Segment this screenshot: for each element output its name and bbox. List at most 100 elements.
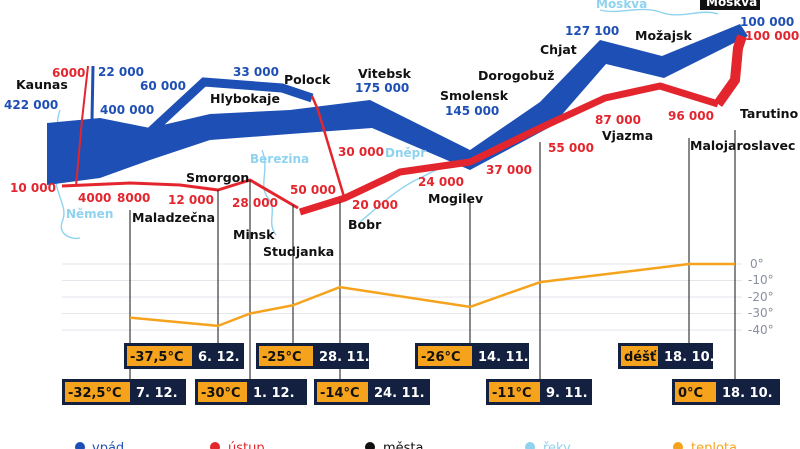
river-label-nemen: Němen bbox=[66, 207, 113, 221]
temp-badge-temp-bg bbox=[621, 346, 658, 366]
temp-badge-temp: -32,5°C bbox=[68, 386, 122, 401]
temp-badge-temp: -25°C bbox=[262, 350, 302, 365]
axis-label-30: -30° bbox=[748, 306, 774, 320]
advance-22000-branch bbox=[90, 65, 95, 121]
retreat-label-6000: 6000 bbox=[52, 66, 85, 80]
retreat-label-20000: 20 000 bbox=[352, 198, 398, 212]
city-hlybokaje: Hlybokaje bbox=[210, 91, 280, 106]
advance-north-branch bbox=[146, 77, 314, 136]
temp-badge-temp: -11°C bbox=[492, 386, 532, 401]
river-label-dnepr: Dněpr bbox=[385, 146, 426, 160]
city-bobr: Bobr bbox=[348, 217, 382, 232]
axis-label-10: -10° bbox=[748, 273, 774, 287]
city-vjazma: Vjazma bbox=[602, 128, 653, 143]
temp-badge-date: 24. 11. bbox=[374, 386, 425, 401]
temp-badge-temp-bg bbox=[127, 346, 192, 366]
legend-advance: vpád bbox=[92, 441, 124, 449]
river-berezina bbox=[261, 149, 277, 236]
retreat-label-12000: 12 000 bbox=[168, 193, 214, 207]
city-smolensk: Smolensk bbox=[440, 88, 509, 103]
moskva-badge-label: Moskva bbox=[706, 0, 757, 9]
retreat-final-line bbox=[713, 34, 747, 107]
city-mozajsk: Možajsk bbox=[635, 28, 692, 43]
temperature-axis: 0° -10° -20° -30° -40° bbox=[748, 257, 774, 337]
temp-badge-temp: 0°C bbox=[678, 386, 703, 401]
legend-cities: města bbox=[383, 441, 424, 449]
temp-badge-temp-bg bbox=[317, 382, 368, 402]
temp-badge-temp-bg bbox=[259, 346, 313, 366]
axis-label-20: -20° bbox=[748, 290, 774, 304]
advance-label-422000: 422 000 bbox=[4, 98, 58, 112]
retreat-bobr-branch bbox=[310, 95, 347, 201]
advance-label-127100: 127 100 bbox=[565, 24, 619, 38]
retreat-band bbox=[61, 34, 747, 216]
city-labels: Kaunas Hlybokaje Polock Vitebsk Smolensk… bbox=[16, 28, 799, 259]
city-malojaroslavec: Malojaroslavec bbox=[690, 138, 795, 153]
city-mogilev: Mogilev bbox=[428, 191, 483, 206]
river-labels: Němen Berezina Dněpr Moskva bbox=[66, 0, 647, 221]
advance-labels: 422 000 400 000 22 000 60 000 33 000 175… bbox=[4, 15, 794, 118]
retreat-kaunas-branch bbox=[75, 65, 89, 187]
moskva-badge-bg bbox=[700, 0, 760, 10]
advance-band bbox=[47, 24, 748, 185]
retreat-thick-line bbox=[298, 82, 720, 216]
city-kaunas: Kaunas bbox=[16, 77, 68, 92]
axis-label-0: 0° bbox=[750, 257, 764, 271]
temperature-line bbox=[129, 262, 735, 328]
advance-label-400000: 400 000 bbox=[100, 103, 154, 117]
city-polock: Polock bbox=[284, 72, 331, 87]
advance-label-22000: 22 000 bbox=[98, 65, 144, 79]
retreat-label-8000: 8000 bbox=[117, 191, 150, 205]
river-moskva bbox=[599, 8, 719, 16]
advance-label-33000: 33 000 bbox=[233, 65, 279, 79]
moskva-badge: Moskva bbox=[700, 0, 760, 10]
retreat-main-line bbox=[61, 178, 299, 210]
temp-badge-date: 18. 10. bbox=[664, 350, 715, 365]
temp-badge-date: 6. 12. bbox=[198, 350, 240, 365]
retreat-label-55000: 55 000 bbox=[548, 141, 594, 155]
legend-dot-cities bbox=[365, 442, 375, 449]
temperature-badges: -37,5°C 6. 12. -25°C 28. 11. -26°C 14. 11. déš… bbox=[62, 343, 780, 405]
river-label-berezina: Berezina bbox=[250, 152, 309, 166]
city-minsk: Minsk bbox=[233, 227, 275, 242]
temp-badge-temp: -30°C bbox=[201, 386, 241, 401]
legend-dot-temperature bbox=[673, 442, 683, 449]
retreat-label-10000: 10 000 bbox=[10, 181, 56, 195]
river-label-moskva: Moskva bbox=[596, 0, 647, 11]
city-smorgon: Smorgon bbox=[186, 170, 249, 185]
retreat-label-87000: 87 000 bbox=[595, 113, 641, 127]
advance-label-60000: 60 000 bbox=[140, 79, 186, 93]
temp-badge-date: 9. 11. bbox=[546, 386, 588, 401]
temp-badge-temp-bg bbox=[489, 382, 540, 402]
temp-badge-date: 18. 10. bbox=[722, 386, 773, 401]
retreat-label-50000: 50 000 bbox=[290, 183, 336, 197]
city-dorogobuz: Dorogobuž bbox=[478, 68, 554, 83]
retreat-label-24000: 24 000 bbox=[418, 175, 464, 189]
legend-temperature: teplota bbox=[691, 441, 737, 449]
temp-badge-temp-bg bbox=[418, 346, 472, 366]
advance-label-175000: 175 000 bbox=[355, 81, 409, 95]
legend: vpád ústup města řeky teplota bbox=[75, 441, 737, 449]
temp-badge-temp: déšť bbox=[624, 350, 657, 365]
temp-badge-temp-bg bbox=[675, 382, 716, 402]
city-tarutino: Tarutino bbox=[740, 106, 799, 121]
retreat-label-30000: 30 000 bbox=[338, 145, 384, 159]
temp-badge-temp: -14°C bbox=[320, 386, 360, 401]
legend-dot-rivers bbox=[525, 442, 535, 449]
retreat-label-37000: 37 000 bbox=[486, 163, 532, 177]
retreat-labels: 6000 10 000 4000 8000 12 000 28 000 50 0… bbox=[10, 29, 799, 212]
legend-rivers: řeky bbox=[543, 441, 571, 449]
temp-badge-date: 1. 12. bbox=[253, 386, 295, 401]
temp-badge-date: 7. 12. bbox=[136, 386, 178, 401]
retreat-label-4000: 4000 bbox=[78, 191, 111, 205]
advance-main-band bbox=[47, 24, 748, 185]
temp-badge-temp: -26°C bbox=[421, 350, 461, 365]
retreat-label-28000: 28 000 bbox=[232, 196, 278, 210]
retreat-label-96000: 96 000 bbox=[668, 109, 714, 123]
advance-label-145000: 145 000 bbox=[445, 104, 499, 118]
retreat-label-100000: 100 000 bbox=[745, 29, 799, 43]
city-maladzecna: Maladzečna bbox=[132, 210, 215, 225]
temp-badge-temp: -37,5°C bbox=[130, 350, 184, 365]
advance-label-100000: 100 000 bbox=[740, 15, 794, 29]
